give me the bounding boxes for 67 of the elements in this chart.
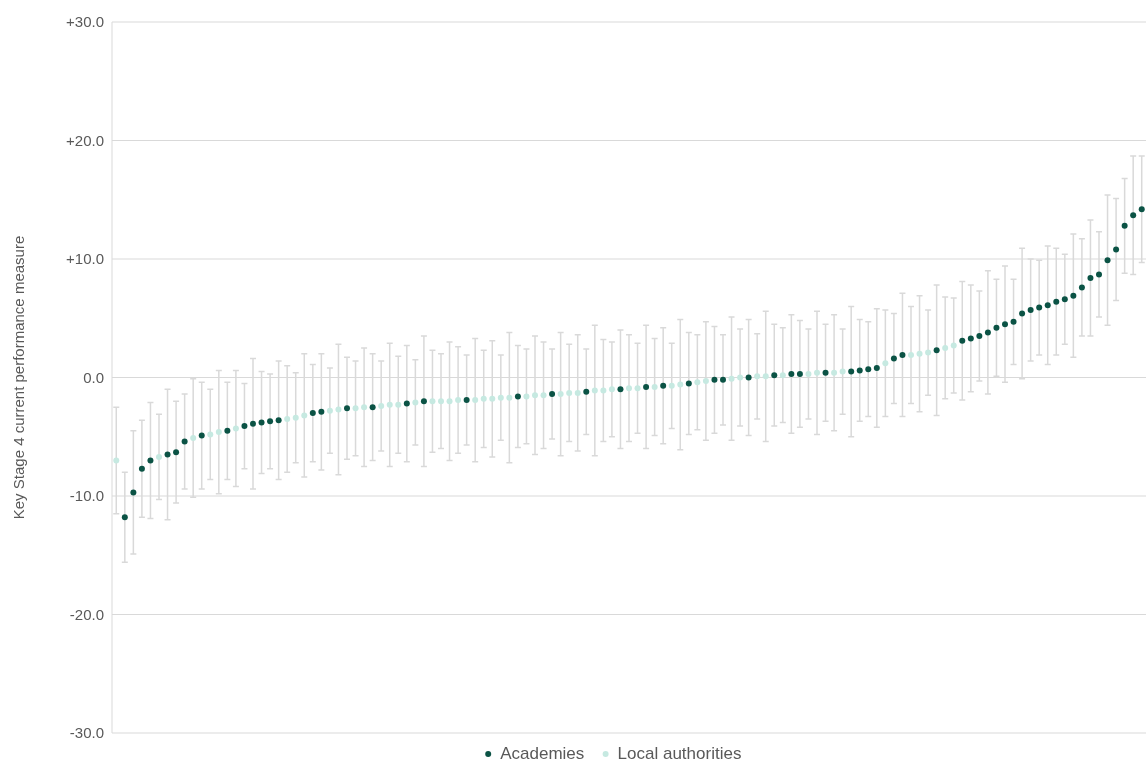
point bbox=[651, 383, 658, 390]
point bbox=[497, 394, 504, 401]
point bbox=[395, 401, 402, 408]
y-tick-label: 0.0 bbox=[83, 368, 104, 386]
point bbox=[779, 372, 786, 379]
point bbox=[574, 389, 581, 396]
point bbox=[292, 414, 299, 421]
point bbox=[950, 342, 957, 349]
point bbox=[207, 431, 214, 438]
point bbox=[557, 391, 564, 398]
point bbox=[814, 369, 820, 376]
point bbox=[472, 397, 479, 404]
y-tick-label: -30.0 bbox=[69, 724, 104, 742]
point bbox=[489, 395, 496, 402]
legend-label: Local authorities bbox=[617, 744, 742, 763]
y-axis-title: Key Stage 4 current performance measure bbox=[10, 235, 27, 520]
point bbox=[566, 389, 573, 396]
point bbox=[540, 392, 547, 399]
y-tick-label: +20.0 bbox=[66, 131, 104, 149]
point bbox=[925, 349, 932, 356]
point bbox=[523, 393, 530, 400]
point bbox=[608, 386, 615, 393]
point bbox=[301, 412, 308, 419]
point bbox=[156, 453, 162, 460]
point bbox=[455, 397, 462, 404]
point bbox=[908, 351, 914, 358]
point bbox=[190, 434, 197, 441]
point bbox=[480, 395, 487, 402]
point bbox=[532, 392, 538, 399]
point bbox=[668, 382, 675, 389]
point bbox=[737, 374, 744, 381]
point bbox=[326, 407, 333, 414]
point bbox=[805, 370, 812, 377]
point bbox=[429, 398, 436, 405]
point bbox=[702, 378, 709, 385]
point bbox=[378, 402, 385, 409]
point bbox=[352, 405, 359, 412]
point bbox=[215, 429, 222, 436]
point bbox=[438, 398, 444, 405]
point bbox=[446, 398, 453, 405]
point bbox=[626, 385, 632, 392]
y-tick-label: +30.0 bbox=[66, 13, 104, 31]
point bbox=[113, 457, 120, 464]
point bbox=[728, 375, 735, 382]
point bbox=[839, 368, 846, 375]
point bbox=[361, 404, 368, 411]
point bbox=[232, 425, 239, 432]
point bbox=[677, 381, 684, 388]
point bbox=[412, 399, 419, 406]
y-tick-label: +10.0 bbox=[66, 250, 104, 268]
point bbox=[882, 360, 889, 367]
point bbox=[386, 401, 393, 408]
point bbox=[600, 387, 607, 394]
point bbox=[591, 387, 598, 394]
point bbox=[284, 415, 291, 422]
point bbox=[754, 373, 761, 380]
point bbox=[506, 394, 513, 401]
y-tick-label: -20.0 bbox=[69, 605, 104, 623]
legend-label: Academies bbox=[500, 744, 585, 763]
y-tick-label: -10.0 bbox=[69, 487, 104, 505]
point bbox=[831, 369, 838, 376]
point bbox=[942, 344, 949, 351]
point bbox=[762, 373, 769, 380]
point bbox=[916, 350, 923, 357]
point bbox=[694, 379, 701, 386]
point bbox=[335, 406, 342, 413]
point bbox=[634, 385, 641, 392]
